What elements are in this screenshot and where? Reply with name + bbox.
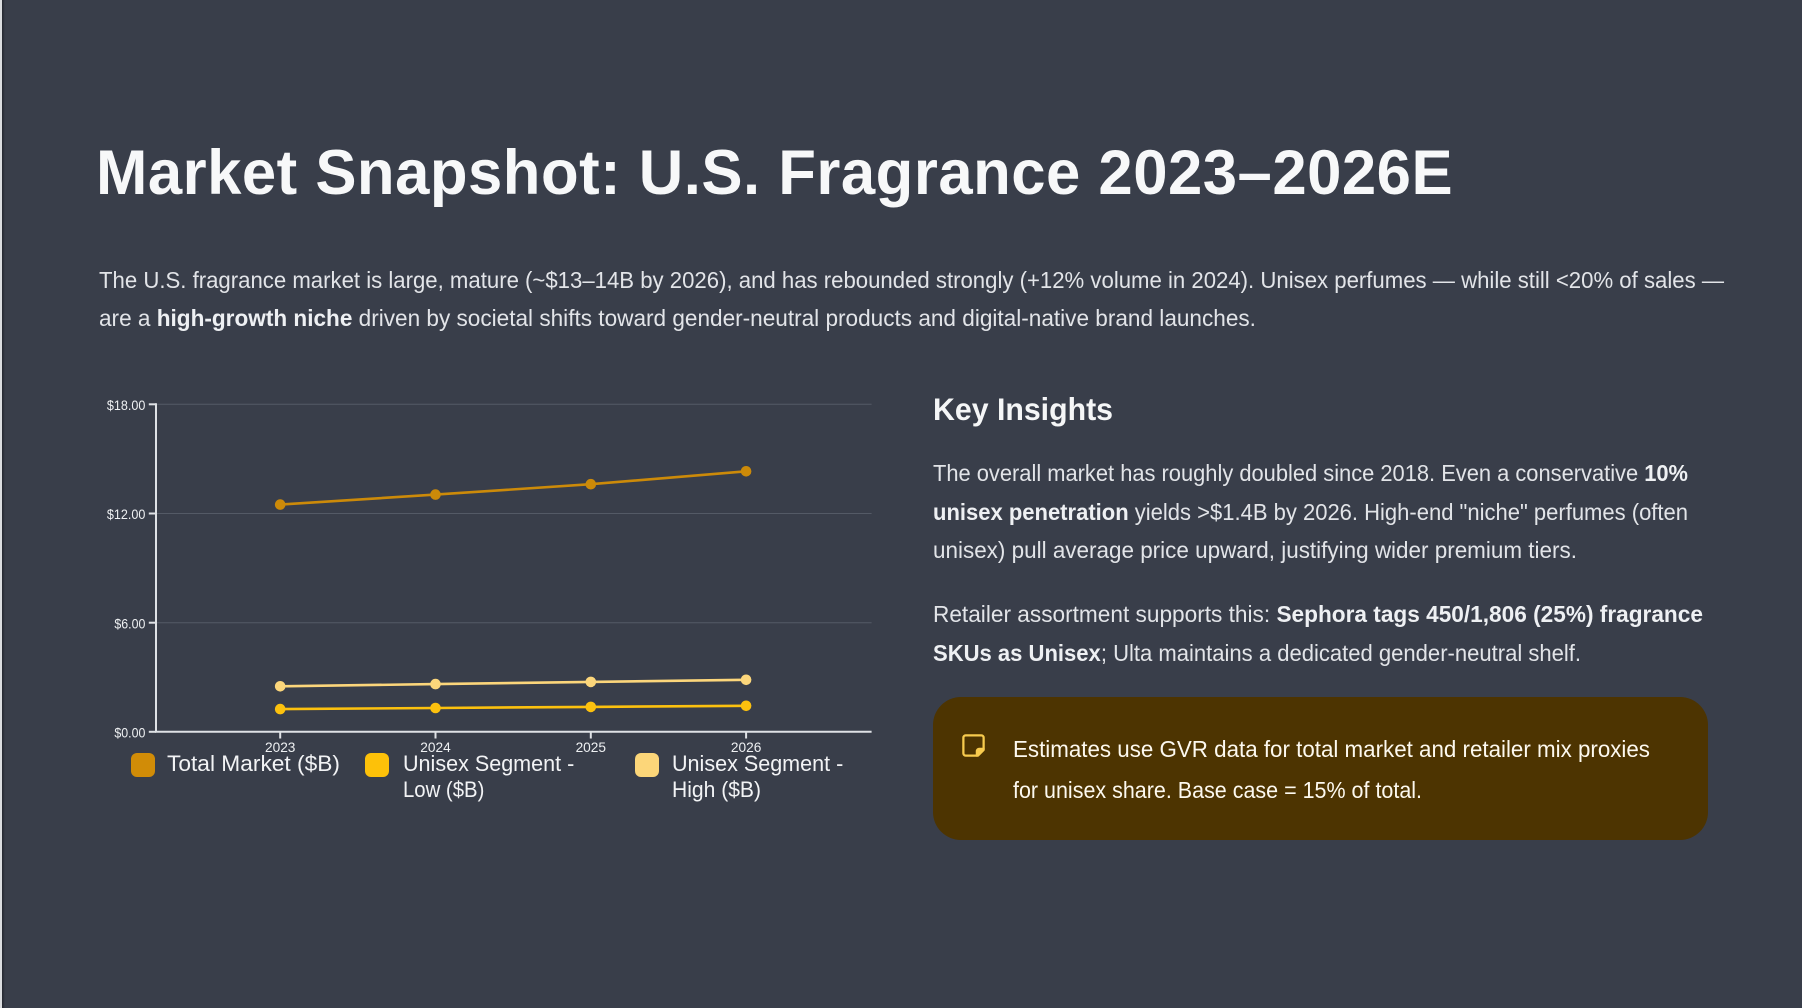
svg-text:$0.00: $0.00 bbox=[114, 726, 145, 741]
svg-text:2025: 2025 bbox=[576, 740, 607, 755]
svg-text:2026: 2026 bbox=[731, 740, 762, 755]
svg-text:$6.00: $6.00 bbox=[114, 616, 145, 631]
svg-text:$12.00: $12.00 bbox=[107, 507, 146, 522]
svg-text:2023: 2023 bbox=[265, 740, 296, 755]
svg-text:2024: 2024 bbox=[420, 740, 451, 755]
svg-text:$18.00: $18.00 bbox=[107, 398, 146, 413]
